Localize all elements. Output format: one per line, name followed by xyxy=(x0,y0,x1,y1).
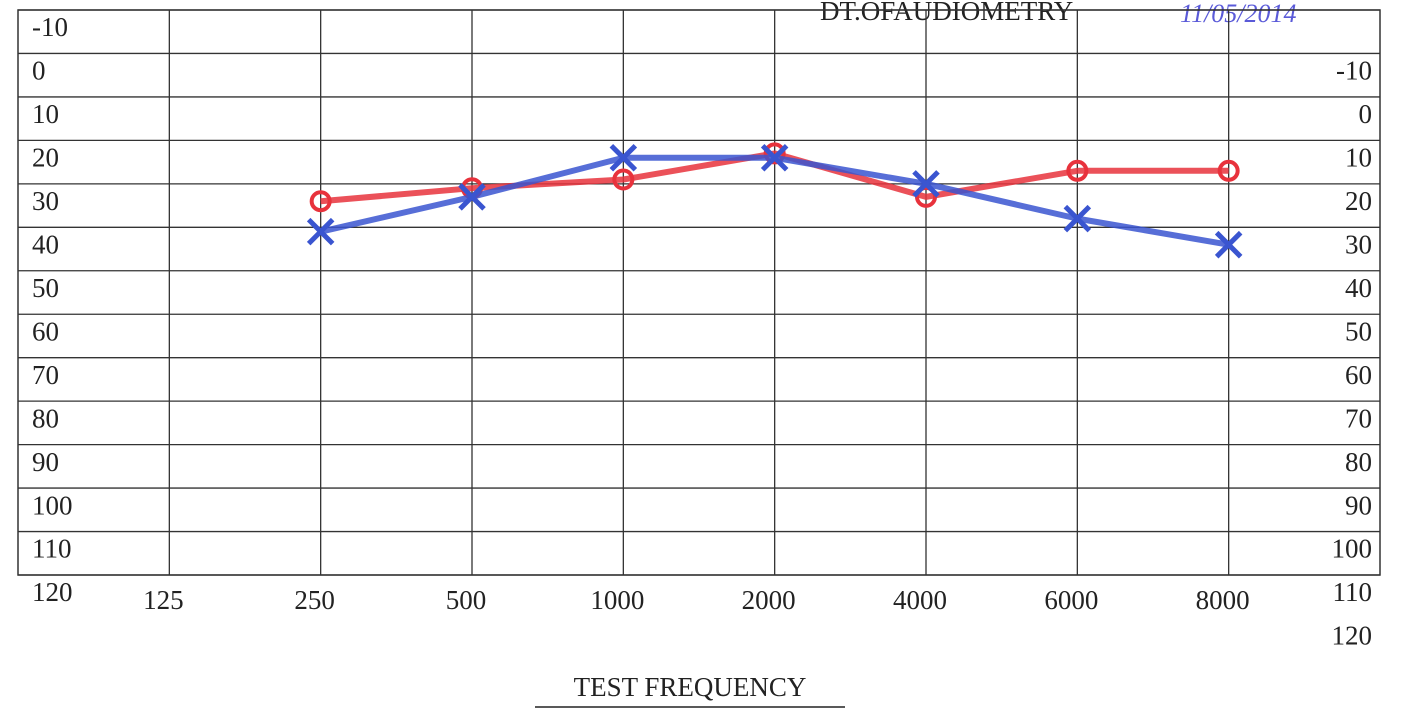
plot-frame xyxy=(17,9,1381,576)
y-tick-label: 110 xyxy=(32,534,72,564)
y2-tick-label: 20 xyxy=(1345,186,1372,216)
x-tick-label: 4000 xyxy=(893,585,947,615)
x-marker xyxy=(1214,230,1243,259)
y2-tick-label: 110 xyxy=(1333,577,1373,607)
x-tick-label: 1000 xyxy=(590,585,644,615)
y2-tick-label: 10 xyxy=(1345,143,1372,173)
y-tick-label: 30 xyxy=(32,186,59,216)
x-tick-label: 125 xyxy=(143,585,184,615)
x-tick-label: 500 xyxy=(446,585,487,615)
date: 11/05/2014 xyxy=(1180,0,1297,28)
circle-marker xyxy=(915,185,937,208)
y2-tick-label: 60 xyxy=(1345,360,1372,390)
chart-title: DT.OFAUDIOMETRY xyxy=(820,0,1073,26)
y-tick-label: 100 xyxy=(32,490,73,520)
y-tick-label: -10 xyxy=(32,12,68,42)
y2-tick-label: 90 xyxy=(1345,490,1372,520)
y-tick-label: 90 xyxy=(32,447,59,477)
x-marker xyxy=(458,183,486,211)
x-tick-label: 250 xyxy=(294,585,335,615)
y2-tick-label: 70 xyxy=(1345,403,1372,433)
y2-tick-label: 40 xyxy=(1345,273,1372,303)
y-tick-label: 10 xyxy=(32,99,59,129)
y2-tick-label: 80 xyxy=(1345,447,1372,477)
y-tick-label: 60 xyxy=(32,316,59,346)
circle-marker xyxy=(763,142,786,165)
x-marker xyxy=(760,144,789,172)
y2-tick-label: 120 xyxy=(1332,621,1373,651)
x-marker xyxy=(306,217,335,246)
y-tick-label: 120 xyxy=(32,577,73,607)
y-tick-label: 0 xyxy=(32,56,46,86)
x-tick-label: 8000 xyxy=(1196,585,1250,615)
y2-tick-label: 0 xyxy=(1359,99,1373,129)
y2-tick-label: 50 xyxy=(1345,316,1372,346)
y-tick-label: 40 xyxy=(32,230,59,260)
x-marker xyxy=(609,144,638,172)
x-axis-label: TEST FREQUENCY xyxy=(574,672,807,702)
circle-marker xyxy=(612,168,635,191)
x-tick-label: 6000 xyxy=(1044,585,1098,615)
y2-tick-label: -10 xyxy=(1336,56,1372,86)
y-tick-label: 50 xyxy=(32,273,59,303)
y2-tick-label: 30 xyxy=(1345,230,1372,260)
series-line xyxy=(320,150,1229,205)
circle-marker xyxy=(309,190,332,213)
x-marker xyxy=(912,170,940,198)
y-tick-label: 70 xyxy=(32,360,59,390)
circle-marker xyxy=(1217,159,1240,182)
y-tick-label: 80 xyxy=(32,403,59,433)
x-marker xyxy=(1063,204,1092,233)
circle-marker xyxy=(1066,159,1089,182)
x-tick-label: 2000 xyxy=(742,585,796,615)
y-tick-label: 20 xyxy=(32,143,59,173)
y2-tick-label: 100 xyxy=(1332,534,1373,564)
